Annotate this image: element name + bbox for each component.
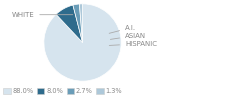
Text: WHITE: WHITE	[12, 12, 73, 18]
Wedge shape	[73, 4, 83, 42]
Wedge shape	[56, 5, 83, 42]
Wedge shape	[79, 4, 83, 42]
Text: A.I.: A.I.	[109, 25, 136, 33]
Wedge shape	[44, 4, 121, 81]
Text: ASIAN: ASIAN	[110, 32, 146, 39]
Legend: 88.0%, 8.0%, 2.7%, 1.3%: 88.0%, 8.0%, 2.7%, 1.3%	[3, 88, 122, 94]
Text: HISPANIC: HISPANIC	[109, 41, 157, 47]
